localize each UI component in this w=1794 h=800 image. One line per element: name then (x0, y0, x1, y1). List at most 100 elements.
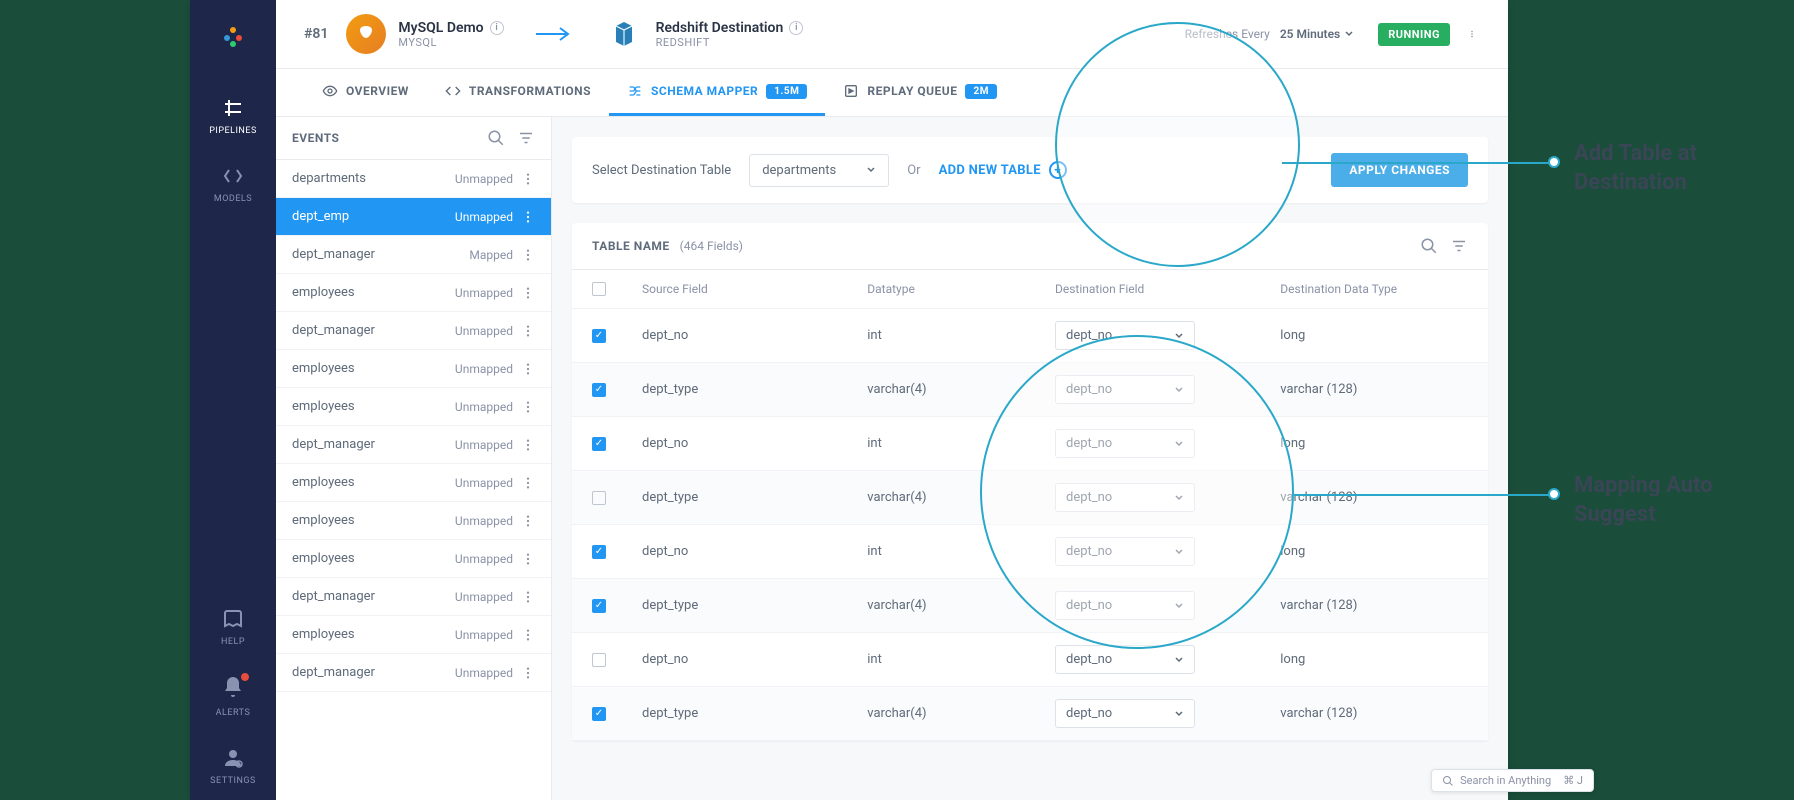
event-row[interactable]: dept_manager Unmapped (276, 312, 551, 350)
nav-label: HELP (221, 637, 245, 647)
kebab-icon[interactable] (521, 514, 535, 528)
event-name: dept_manager (292, 247, 469, 262)
event-status: Unmapped (455, 286, 513, 300)
tab-schema-mapper[interactable]: SCHEMA MAPPER 1.5M (609, 69, 825, 116)
filter-icon[interactable] (517, 129, 535, 147)
select-all-checkbox[interactable] (592, 282, 606, 296)
callout-dot (1548, 156, 1560, 168)
tab-transformations[interactable]: TRANSFORMATIONS (427, 69, 609, 116)
event-row[interactable]: employees Unmapped (276, 388, 551, 426)
event-row[interactable]: employees Unmapped (276, 464, 551, 502)
datatype: int (867, 544, 1055, 559)
dest-datatype: long (1280, 436, 1468, 451)
event-name: employees (292, 551, 455, 566)
kebab-icon[interactable] (521, 628, 535, 642)
row-checkbox[interactable]: ✓ (592, 599, 606, 613)
kebab-icon[interactable] (1464, 26, 1480, 42)
event-row[interactable]: dept_manager Unmapped (276, 654, 551, 692)
dest-field-select[interactable]: dept_no (1055, 483, 1195, 512)
callout-line (1282, 162, 1552, 164)
event-row[interactable]: dept_manager Mapped (276, 236, 551, 274)
dest-field-select[interactable]: dept_no (1055, 699, 1195, 728)
or-text: Or (907, 163, 920, 178)
search-icon[interactable] (1420, 237, 1438, 255)
field-count: (464 Fields) (680, 239, 743, 253)
info-icon[interactable]: i (789, 21, 803, 35)
event-row[interactable]: departments Unmapped (276, 160, 551, 198)
event-status: Unmapped (455, 362, 513, 376)
dest-field-select[interactable]: dept_no (1055, 537, 1195, 566)
event-name: departments (292, 171, 455, 186)
status-badge: RUNNING (1378, 23, 1450, 46)
destination-bar: Select Destination Table departments Or … (572, 137, 1488, 203)
event-row[interactable]: employees Unmapped (276, 502, 551, 540)
event-row[interactable]: dept_emp Unmapped (276, 198, 551, 236)
refresh-label: Refreshes Every (1185, 27, 1270, 41)
dest-field-select[interactable]: dept_no (1055, 375, 1195, 404)
nav-alerts[interactable]: ALERTS (190, 661, 276, 732)
tab-replay-queue[interactable]: REPLAY QUEUE 2M (825, 69, 1015, 116)
kebab-icon[interactable] (521, 324, 535, 338)
event-row[interactable]: employees Unmapped (276, 616, 551, 654)
row-checkbox[interactable]: ✓ (592, 437, 606, 451)
events-panel: EVENTS departments Unmapped dept_emp Unm… (276, 117, 552, 800)
schema-icon (627, 83, 643, 99)
event-row[interactable]: employees Unmapped (276, 274, 551, 312)
schema-row: ✓ dept_no int dept_no long (572, 525, 1488, 579)
table-title: TABLE NAME (592, 239, 670, 253)
kebab-icon[interactable] (521, 590, 535, 604)
source-field: dept_type (642, 598, 867, 613)
kebab-icon[interactable] (521, 248, 535, 262)
info-icon[interactable]: i (490, 21, 504, 35)
event-row[interactable]: dept_manager Unmapped (276, 578, 551, 616)
row-checkbox[interactable]: ✓ (592, 707, 606, 721)
dest-table-select[interactable]: departments (749, 154, 889, 187)
filter-icon[interactable] (1450, 237, 1468, 255)
schema-row: dept_no int dept_no long (572, 633, 1488, 687)
dest-field-select[interactable]: dept_no (1055, 321, 1195, 350)
dest-datatype: long (1280, 328, 1468, 343)
event-row[interactable]: employees Unmapped (276, 540, 551, 578)
row-checkbox[interactable]: ✓ (592, 329, 606, 343)
event-status: Unmapped (455, 476, 513, 490)
nav-help[interactable]: HELP (190, 593, 276, 661)
kebab-icon[interactable] (521, 286, 535, 300)
kebab-icon[interactable] (521, 400, 535, 414)
schema-row: ✓ dept_type varchar(4) dept_no varchar (… (572, 687, 1488, 741)
kebab-icon[interactable] (521, 476, 535, 490)
kebab-icon[interactable] (521, 438, 535, 452)
event-row[interactable]: employees Unmapped (276, 350, 551, 388)
kebab-icon[interactable] (521, 362, 535, 376)
pipeline-id: #81 (304, 26, 328, 42)
refresh-dropdown[interactable]: 25 Minutes (1280, 27, 1354, 41)
plus-circle-icon: + (1049, 161, 1067, 179)
datatype: int (867, 328, 1055, 343)
event-row[interactable]: dept_manager Unmapped (276, 426, 551, 464)
row-checkbox[interactable] (592, 653, 606, 667)
add-new-table-button[interactable]: ADD NEW TABLE + (939, 161, 1067, 179)
row-checkbox[interactable]: ✓ (592, 383, 606, 397)
dest-field-select[interactable]: dept_no (1055, 429, 1195, 458)
dest-title: Redshift Destination (656, 20, 784, 36)
event-status: Unmapped (455, 172, 513, 186)
search-icon[interactable] (487, 129, 505, 147)
kebab-icon[interactable] (521, 172, 535, 186)
nav-label: ALERTS (216, 708, 251, 718)
apply-changes-button[interactable]: APPLY CHANGES (1331, 153, 1468, 187)
nav-models[interactable]: MODELS (190, 150, 276, 218)
row-checkbox[interactable]: ✓ (592, 545, 606, 559)
kebab-icon[interactable] (521, 210, 535, 224)
nav-pipelines[interactable]: PIPELINES (190, 82, 276, 150)
alerts-icon (221, 675, 245, 699)
event-name: dept_emp (292, 209, 455, 224)
event-name: dept_manager (292, 323, 455, 338)
global-search[interactable]: Search in Anything ⌘ J (1431, 769, 1594, 792)
kebab-icon[interactable] (521, 552, 535, 566)
dest-field-select[interactable]: dept_no (1055, 645, 1195, 674)
dest-field-select[interactable]: dept_no (1055, 591, 1195, 620)
kebab-icon[interactable] (521, 666, 535, 680)
event-status: Unmapped (455, 590, 513, 604)
nav-settings[interactable]: SETTINGS (190, 732, 276, 800)
row-checkbox[interactable] (592, 491, 606, 505)
tab-overview[interactable]: OVERVIEW (304, 69, 427, 116)
